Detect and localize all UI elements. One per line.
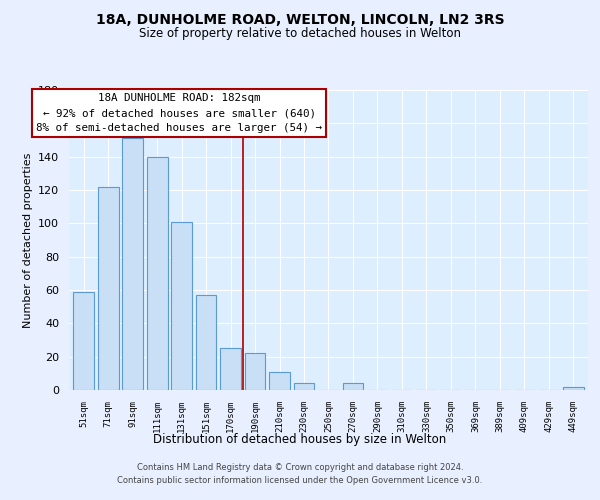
Bar xyxy=(293,384,314,390)
Bar xyxy=(196,295,217,390)
Bar xyxy=(343,384,364,390)
Bar xyxy=(98,186,119,390)
Text: 18A, DUNHOLME ROAD, WELTON, LINCOLN, LN2 3RS: 18A, DUNHOLME ROAD, WELTON, LINCOLN, LN2… xyxy=(95,12,505,26)
Bar xyxy=(171,222,192,390)
Text: Distribution of detached houses by size in Welton: Distribution of detached houses by size … xyxy=(154,432,446,446)
Bar xyxy=(122,138,143,390)
Text: 18A DUNHOLME ROAD: 182sqm
← 92% of detached houses are smaller (640)
8% of semi-: 18A DUNHOLME ROAD: 182sqm ← 92% of detac… xyxy=(36,94,322,133)
Text: Contains HM Land Registry data © Crown copyright and database right 2024.: Contains HM Land Registry data © Crown c… xyxy=(137,462,463,471)
Text: Size of property relative to detached houses in Welton: Size of property relative to detached ho… xyxy=(139,28,461,40)
Bar xyxy=(245,354,265,390)
Bar xyxy=(220,348,241,390)
Bar xyxy=(147,156,167,390)
Bar xyxy=(73,292,94,390)
Text: Contains public sector information licensed under the Open Government Licence v3: Contains public sector information licen… xyxy=(118,476,482,485)
Bar xyxy=(563,386,584,390)
Y-axis label: Number of detached properties: Number of detached properties xyxy=(23,152,32,328)
Bar xyxy=(269,372,290,390)
